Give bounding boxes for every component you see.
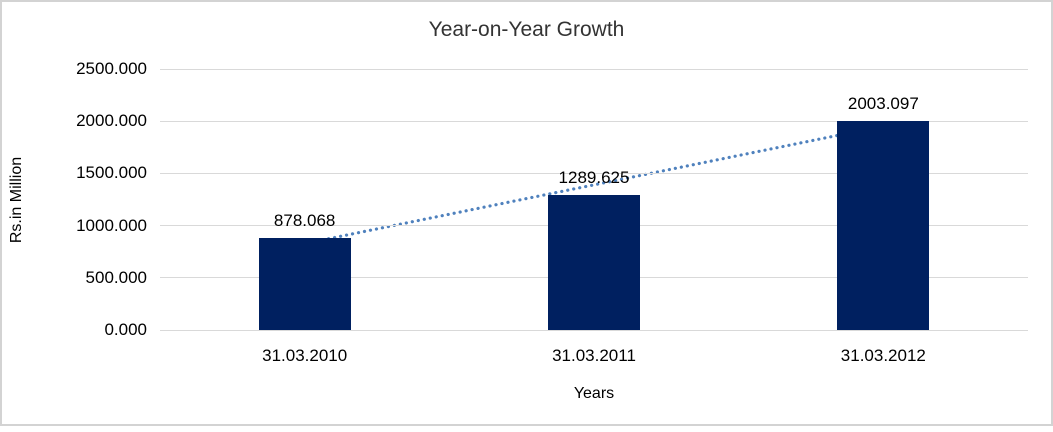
y-tick-label: 1000.000 [76, 215, 147, 235]
bar-value-label: 1289.625 [558, 168, 630, 188]
chart-title: Year-on-Year Growth [428, 18, 625, 41]
bar [258, 238, 351, 330]
y-axis-tick-labels: 0.000 500.000 1000.000 1500.000 2000.000 2500… [0, 0, 147, 432]
plot-area: 878.068 1289.625 2003.097 [160, 68, 1028, 331]
bar [837, 120, 930, 330]
bar-value-label: 2003.097 [847, 93, 919, 113]
x-axis-tick-labels: 31.03.2010 31.03.2011 31.03.2012 [160, 345, 1028, 369]
x-tick-label: 31.03.2010 [262, 346, 348, 365]
gridline [160, 68, 1028, 70]
bar-value-label: 878.068 [273, 211, 336, 231]
x-tick-label: 31.03.2012 [840, 346, 926, 365]
y-tick-label: 0.000 [104, 320, 147, 339]
y-tick-label: 1500.000 [76, 163, 147, 183]
y-tick-label: 2500.000 [76, 59, 147, 78]
gridline [160, 120, 1028, 122]
x-axis-title: Years [573, 385, 615, 402]
trendline [303, 124, 885, 246]
gridline [160, 172, 1028, 174]
x-tick-label: 31.03.2011 [552, 346, 636, 365]
y-tick-label: 2000.000 [76, 111, 147, 131]
gridline [160, 329, 1028, 331]
bar [548, 195, 640, 330]
y-tick-label: 500.000 [85, 267, 147, 287]
